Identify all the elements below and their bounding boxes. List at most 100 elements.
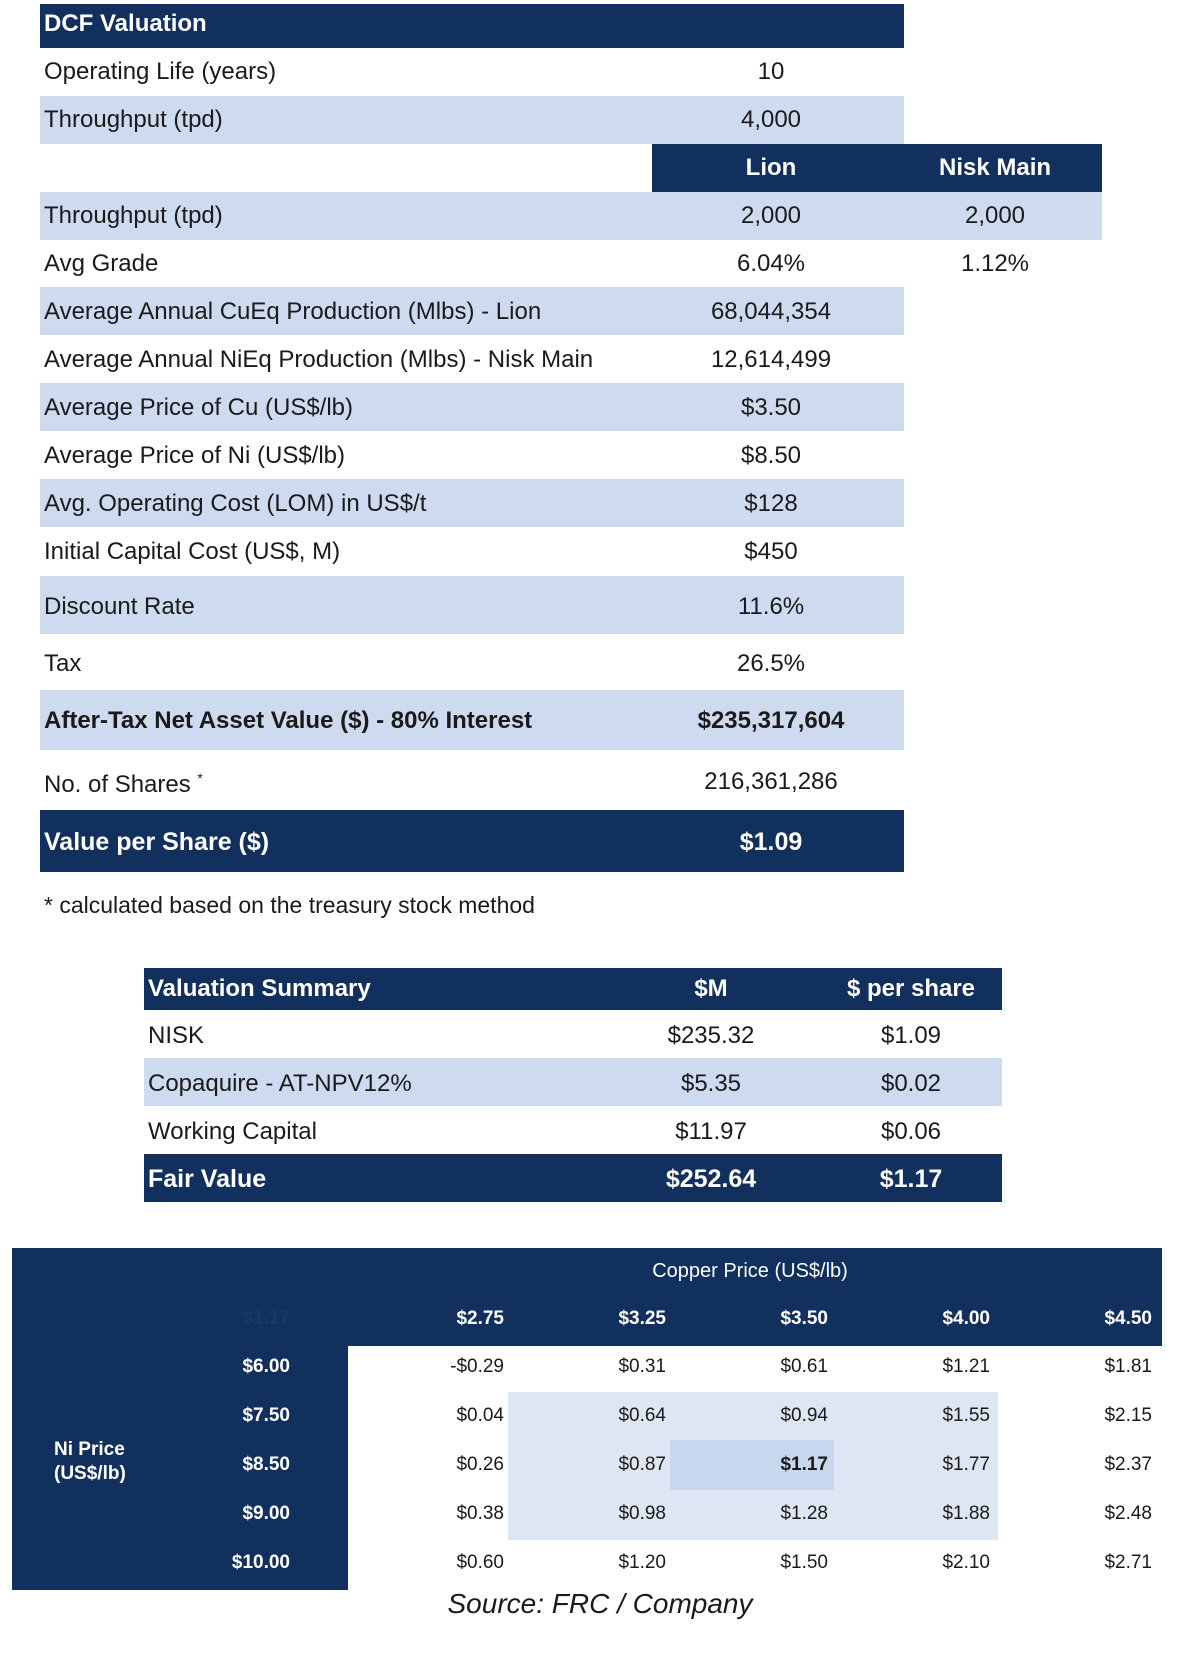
dcf-title: DCF Valuation [44,10,207,37]
table-row-value: $3.50 [740,394,802,421]
dcf-column-header-bar [652,144,1102,192]
table-row-value-lion: 6.04% [736,250,806,277]
table-row-bg [40,479,904,527]
throughput-total-label: Throughput (tpd) [44,106,223,133]
table-row-bg [40,383,904,431]
table-row-label: Tax [44,650,82,677]
fair-value-label: Fair Value [148,1165,267,1193]
copper-price-header: $4.50 [1104,1308,1152,1329]
sensitivity-cell: $0.31 [618,1356,666,1377]
sensitivity-cell: $1.21 [942,1356,990,1377]
operating-life-label: Operating Life (years) [44,58,277,85]
table-row-value: $8.50 [740,442,802,469]
shares-footnote-marker: * [197,770,203,786]
table-row-value: 12,614,499 [710,346,832,373]
sensitivity-cell: $2.48 [1104,1503,1152,1524]
sensitivity-cell: $2.10 [942,1552,990,1573]
table-row-label: Avg Grade [44,250,159,277]
ni-price-header: $9.00 [242,1503,290,1524]
sensitivity-cell: $1.77 [942,1454,990,1475]
summary-row-bg [144,1058,1002,1106]
summary-row-m: $5.35 [680,1070,742,1097]
table-row-label: Average Price of Ni (US$/lb) [44,442,346,469]
table-row-bg [40,287,904,335]
summary-row-per-share: $0.02 [880,1070,942,1097]
sensitivity-cell: $1.55 [942,1405,990,1426]
summary-header-m: $M [694,975,728,1002]
table-row-value: $450 [744,538,798,565]
value-per-share-label: Value per Share ($) [44,828,270,856]
sensitivity-base-case-cell [670,1440,834,1490]
nav-value: $235,317,604 [697,707,845,734]
shares-label-text: No. of Shares [44,771,191,798]
nav-row-bg [40,690,904,750]
sensitivity-cell: $0.04 [456,1405,504,1426]
summary-row-label: NISK [148,1022,205,1049]
sensitivity-cell: $1.20 [618,1552,666,1573]
sensitivity-cell: $2.71 [1104,1552,1152,1573]
sensitivity-corner-value: $1.17 [242,1308,290,1329]
col-header-lion: Lion [745,154,797,181]
shares-label: No. of Shares * [44,770,203,799]
sensitivity-cell: $2.15 [1104,1405,1152,1426]
ni-price-header: $8.50 [242,1454,290,1475]
sensitivity-cell: $1.81 [1104,1356,1152,1377]
summary-header-per-share: $ per share [846,975,976,1002]
table-row-value: 26.5% [736,650,806,677]
table-row-bg [40,576,904,634]
table-row-value: $128 [744,490,798,517]
table-row-label: Initial Capital Cost (US$, M) [44,538,341,565]
sensitivity-base-case-value: $1.17 [780,1454,828,1475]
ni-price-title: Ni Price (US$/lb) [54,1439,126,1484]
sensitivity-cell: $0.64 [618,1405,666,1426]
sensitivity-cell: $1.88 [942,1503,990,1524]
summary-row-m: $11.97 [675,1118,747,1145]
table-row-value-lion: 2,000 [740,202,802,229]
operating-life-value: 10 [757,58,785,85]
sensitivity-cell: $0.38 [456,1503,504,1524]
summary-row-m: $235.32 [667,1022,755,1049]
summary-header-label: Valuation Summary [148,975,371,1002]
sensitivity-cell: $0.26 [456,1454,504,1475]
summary-row-label: Copaquire - AT-NPV12% [148,1070,412,1097]
shares-value: 216,361,286 [704,768,838,795]
col-header-nisk-main: Nisk Main [938,154,1052,181]
summary-row-per-share: $0.06 [880,1118,942,1145]
sensitivity-cell: $2.37 [1104,1454,1152,1475]
sensitivity-cell: $0.61 [780,1356,828,1377]
throughput-total-value: 4,000 [740,106,802,133]
copper-price-header: $3.25 [618,1308,666,1329]
dcf-footnote: * calculated based on the treasury stock… [44,892,535,918]
copper-price-header: $2.75 [456,1308,504,1329]
copper-price-header: $3.50 [780,1308,828,1329]
table-row-label: Average Annual CuEq Production (Mlbs) - … [44,298,542,325]
table-row-label: Throughput (tpd) [44,202,223,229]
table-row-label: Average Annual NiEq Production (Mlbs) - … [44,346,594,373]
table-row-value-nisk: 1.12% [960,250,1030,277]
sensitivity-cell: $1.50 [780,1552,828,1573]
copper-price-title: Copper Price (US$/lb) [652,1260,848,1282]
sensitivity-cell: -$0.29 [450,1356,504,1377]
throughput-row-bg [40,192,1102,240]
source-caption: Source: FRC / Company [447,1588,753,1619]
value-per-share-bar [40,810,904,872]
nav-label: After-Tax Net Asset Value ($) - 80% Inte… [44,707,533,734]
sensitivity-cell: $0.87 [618,1454,666,1475]
sensitivity-row-header-bar [12,1346,348,1590]
dcf-title-bar [40,4,904,48]
summary-header-bar [144,968,1002,1010]
sensitivity-header-bar [12,1248,1162,1346]
table-row-label: Average Price of Cu (US$/lb) [44,394,354,421]
fair-value-bar [144,1154,1002,1202]
table-row-label: Avg. Operating Cost (LOM) in US$/t [44,490,427,517]
table-row-value-nisk: 2,000 [964,202,1026,229]
copper-price-header: $4.00 [942,1308,990,1329]
summary-row-per-share: $1.09 [880,1022,942,1049]
table-row-value: 68,044,354 [710,298,832,325]
ni-price-header: $7.50 [242,1405,290,1426]
ni-price-header: $6.00 [242,1356,290,1377]
fair-value-per-share: $1.17 [879,1165,943,1193]
fair-value-m: $252.64 [665,1165,757,1193]
sensitivity-cell: $0.94 [780,1405,828,1426]
table-row-label: Discount Rate [44,593,195,620]
